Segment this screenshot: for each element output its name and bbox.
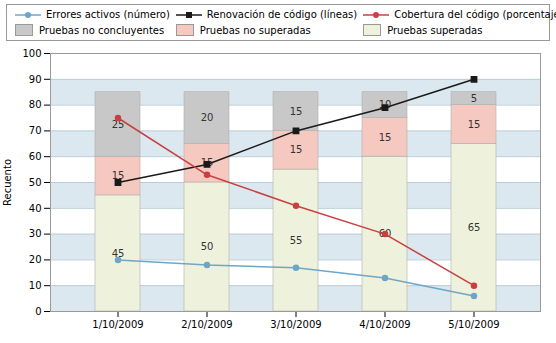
svg-text:80: 80 <box>29 99 42 110</box>
svg-text:65: 65 <box>468 222 481 233</box>
svg-text:10: 10 <box>378 99 392 111</box>
svg-text:55: 55 <box>290 235 303 246</box>
html-text:Errores activos (número): Errores activos (número) <box>46 9 170 20</box>
svg-text:2/10/2009: 2/10/2009 <box>181 319 232 330</box>
svg-text:15: 15 <box>468 119 481 130</box>
svg-text:1/10/2009: 1/10/2009 <box>92 319 143 330</box>
html-text:Pruebas no superadas: Pruebas no superadas <box>199 24 311 36</box>
svg-text:50: 50 <box>29 177 42 188</box>
svg-text:0: 0 <box>35 306 41 317</box>
svg-text:30: 30 <box>29 228 42 239</box>
svg-text:15: 15 <box>379 132 392 143</box>
svg-text:Recuento: Recuento <box>2 159 13 206</box>
svg-text:15: 15 <box>290 106 303 117</box>
svg-text:10: 10 <box>29 280 42 291</box>
svg-text:100: 100 <box>22 48 41 59</box>
svg-text:5/10/2009: 5/10/2009 <box>448 319 499 330</box>
html-text:Pruebas superadas: Pruebas superadas <box>387 24 483 36</box>
svg-text:40: 40 <box>29 203 42 214</box>
svg-text:4/10/2009: 4/10/2009 <box>359 319 410 330</box>
svg-text:60: 60 <box>379 228 392 239</box>
svg-text:70: 70 <box>29 125 42 136</box>
svg-text:3/10/2009: 3/10/2009 <box>270 319 321 330</box>
html-text:Renovación de código (líneas): Renovación de código (líneas) <box>206 9 358 20</box>
svg-text:60: 60 <box>29 151 42 162</box>
svg-text:90: 90 <box>29 74 42 85</box>
svg-text:15: 15 <box>111 170 125 182</box>
html-text:Pruebas no concluyentes: Pruebas no concluyentes <box>39 24 165 36</box>
svg-text:25: 25 <box>111 118 125 130</box>
svg-text:5: 5 <box>471 93 477 104</box>
svg-text:20: 20 <box>29 254 42 265</box>
svg-text:15: 15 <box>200 157 214 169</box>
svg-text:20: 20 <box>201 112 214 123</box>
svg-text:15: 15 <box>290 144 303 155</box>
svg-text:50: 50 <box>201 241 214 252</box>
svg-text:45: 45 <box>111 247 125 259</box>
